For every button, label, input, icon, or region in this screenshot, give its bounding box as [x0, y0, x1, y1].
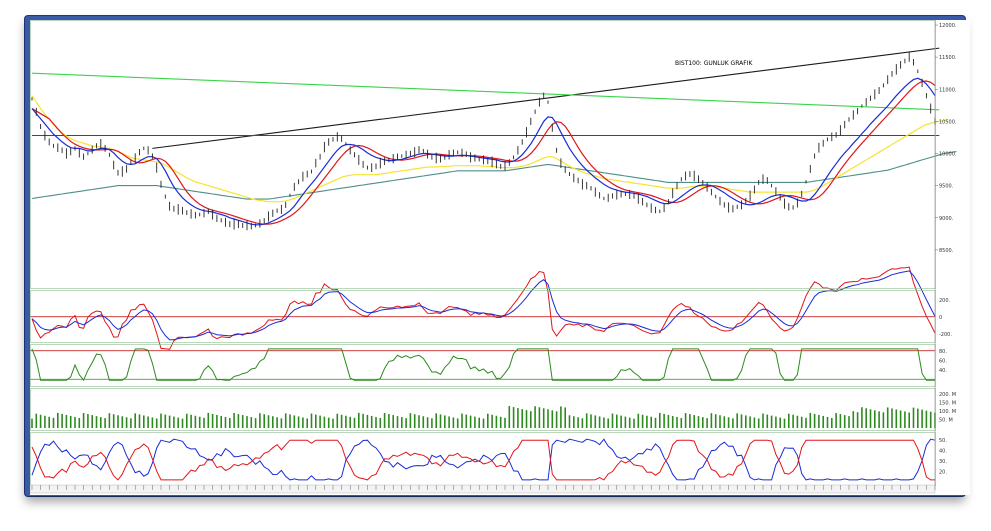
price-tick-label: 12000. [939, 23, 957, 29]
osc2-tick-label: 80. [939, 349, 947, 355]
y-axis-labels: 8500. 9000. 9500. 10000. 10500. 11000. 11500. 1… [30, 20, 957, 486]
date-axis-strip [30, 484, 936, 494]
panel-border-3 [30, 388, 936, 431]
osc1-main-line [31, 270, 936, 341]
trendline-channel-green [31, 72, 940, 111]
ma-mid-line [31, 80, 936, 225]
price-tick-label: 11500. [939, 55, 957, 61]
volume-panel [31, 406, 936, 428]
date-axis [30, 484, 936, 494]
dmi-panel [31, 438, 936, 481]
oscillator-1-panel [30, 266, 936, 350]
chart-canvas: BIST100: GUNLUK GRAFIK 8500. 9000. 9500. 10… [30, 20, 970, 495]
volume-tick-label: 100. M [939, 409, 956, 415]
volume-tick-label: 150. M [939, 401, 956, 407]
osc2-tick-label: 60. [939, 358, 947, 364]
dmi-plus-line [31, 439, 935, 481]
osc1-tick-label: -200. [939, 332, 952, 338]
osc2-tick-label: 40. [939, 368, 947, 374]
dmi-minus-line [31, 438, 936, 481]
ma-short-line [31, 77, 936, 226]
price-panel [31, 47, 957, 231]
volume-tick-label: 200. M [939, 392, 956, 398]
osc1-tick-label: 200. [939, 298, 951, 304]
price-tick-label: 8500. [939, 248, 954, 254]
volume-tick-label: 50. M [939, 418, 953, 424]
dmi-tick-label: 20. [939, 470, 947, 476]
panel-border-0 [30, 20, 936, 289]
price-tick-label: 11000. [939, 87, 957, 93]
osc1-tick-label: 0 [939, 315, 942, 321]
panel-border-2 [30, 344, 936, 387]
ma-long-line [31, 95, 948, 203]
dmi-tick-label: 30. [939, 459, 947, 465]
trendline-resistance-black [152, 47, 940, 149]
price-tick-label: 10000. [939, 152, 957, 158]
price-tick-label: 9500. [939, 184, 954, 190]
dmi-tick-label: 50. [939, 438, 947, 444]
chart-title: BIST100: GUNLUK GRAFIK [675, 60, 753, 67]
dmi-tick-label: 40. [939, 449, 947, 455]
price-tick-label: 10500. [939, 119, 957, 125]
osc2-line [31, 348, 935, 382]
oscillator-2-panel [30, 348, 935, 382]
price-tick-label: 9000. [939, 216, 954, 222]
panel-border-1 [30, 290, 936, 343]
panel-border-4 [30, 432, 936, 486]
